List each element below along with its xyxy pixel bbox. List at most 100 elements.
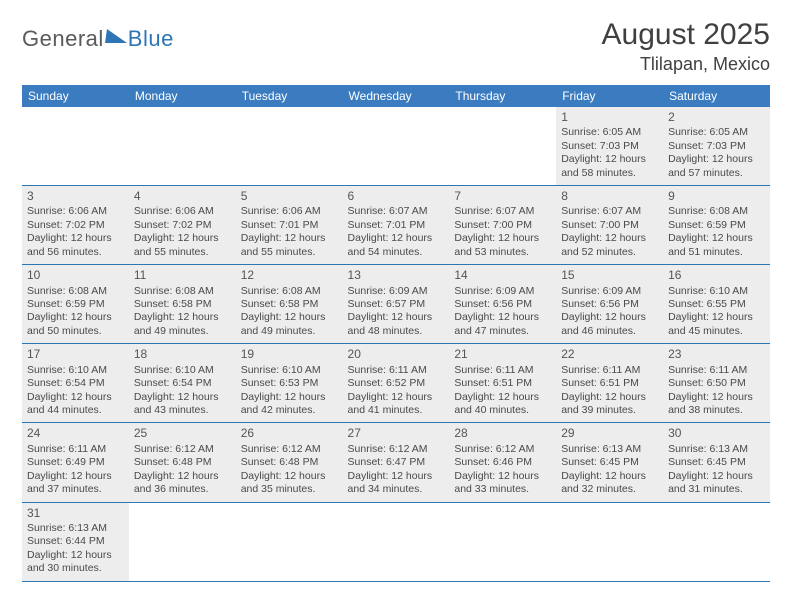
calendar-cell-empty	[449, 107, 556, 186]
month-title: August 2025	[602, 18, 770, 52]
daylight-line: Daylight: 12 hours and 35 minutes.	[241, 470, 338, 497]
calendar-cell: 6Sunrise: 6:07 AMSunset: 7:01 PMDaylight…	[343, 186, 450, 265]
calendar-cell: 11Sunrise: 6:08 AMSunset: 6:58 PMDayligh…	[129, 265, 236, 344]
sunset-line: Sunset: 7:02 PM	[27, 219, 124, 232]
sunrise-line: Sunrise: 6:07 AM	[348, 205, 445, 218]
sunset-line: Sunset: 6:55 PM	[668, 298, 765, 311]
sunset-line: Sunset: 6:45 PM	[561, 456, 658, 469]
calendar-cell-empty	[343, 107, 450, 186]
calendar-cell-empty	[22, 107, 129, 186]
day-number: 15	[561, 268, 658, 283]
sunrise-line: Sunrise: 6:09 AM	[348, 285, 445, 298]
sunset-line: Sunset: 6:51 PM	[454, 377, 551, 390]
calendar-cell: 19Sunrise: 6:10 AMSunset: 6:53 PMDayligh…	[236, 344, 343, 423]
calendar-week-row: 10Sunrise: 6:08 AMSunset: 6:59 PMDayligh…	[22, 265, 770, 344]
location: Tlilapan, Mexico	[602, 54, 770, 75]
daylight-line: Daylight: 12 hours and 33 minutes.	[454, 470, 551, 497]
calendar-cell: 9Sunrise: 6:08 AMSunset: 6:59 PMDaylight…	[663, 186, 770, 265]
calendar-cell: 31Sunrise: 6:13 AMSunset: 6:44 PMDayligh…	[22, 502, 129, 581]
calendar-cell: 1Sunrise: 6:05 AMSunset: 7:03 PMDaylight…	[556, 107, 663, 186]
sunset-line: Sunset: 6:56 PM	[454, 298, 551, 311]
calendar-cell: 15Sunrise: 6:09 AMSunset: 6:56 PMDayligh…	[556, 265, 663, 344]
daylight-line: Daylight: 12 hours and 51 minutes.	[668, 232, 765, 259]
daylight-line: Daylight: 12 hours and 36 minutes.	[134, 470, 231, 497]
daylight-line: Daylight: 12 hours and 49 minutes.	[134, 311, 231, 338]
calendar-week-row: 17Sunrise: 6:10 AMSunset: 6:54 PMDayligh…	[22, 344, 770, 423]
calendar-cell-empty	[236, 107, 343, 186]
sunset-line: Sunset: 7:00 PM	[561, 219, 658, 232]
day-number: 18	[134, 347, 231, 362]
daylight-line: Daylight: 12 hours and 41 minutes.	[348, 391, 445, 418]
day-number: 26	[241, 426, 338, 441]
daylight-line: Daylight: 12 hours and 56 minutes.	[27, 232, 124, 259]
daylight-line: Daylight: 12 hours and 43 minutes.	[134, 391, 231, 418]
sunset-line: Sunset: 6:57 PM	[348, 298, 445, 311]
calendar-week-row: 3Sunrise: 6:06 AMSunset: 7:02 PMDaylight…	[22, 186, 770, 265]
sunset-line: Sunset: 6:49 PM	[27, 456, 124, 469]
calendar-cell: 4Sunrise: 6:06 AMSunset: 7:02 PMDaylight…	[129, 186, 236, 265]
calendar-cell: 29Sunrise: 6:13 AMSunset: 6:45 PMDayligh…	[556, 423, 663, 502]
daylight-line: Daylight: 12 hours and 40 minutes.	[454, 391, 551, 418]
daylight-line: Daylight: 12 hours and 55 minutes.	[134, 232, 231, 259]
day-number: 21	[454, 347, 551, 362]
sunrise-line: Sunrise: 6:13 AM	[668, 443, 765, 456]
sunrise-line: Sunrise: 6:08 AM	[241, 285, 338, 298]
weekday-header: Sunday	[22, 85, 129, 107]
calendar-cell: 8Sunrise: 6:07 AMSunset: 7:00 PMDaylight…	[556, 186, 663, 265]
day-number: 23	[668, 347, 765, 362]
calendar-week-row: 31Sunrise: 6:13 AMSunset: 6:44 PMDayligh…	[22, 502, 770, 581]
daylight-line: Daylight: 12 hours and 37 minutes.	[27, 470, 124, 497]
sunset-line: Sunset: 6:59 PM	[668, 219, 765, 232]
calendar-cell: 5Sunrise: 6:06 AMSunset: 7:01 PMDaylight…	[236, 186, 343, 265]
daylight-line: Daylight: 12 hours and 32 minutes.	[561, 470, 658, 497]
sunrise-line: Sunrise: 6:06 AM	[134, 205, 231, 218]
daylight-line: Daylight: 12 hours and 38 minutes.	[668, 391, 765, 418]
calendar-week-row: 1Sunrise: 6:05 AMSunset: 7:03 PMDaylight…	[22, 107, 770, 186]
sunset-line: Sunset: 6:54 PM	[134, 377, 231, 390]
sunset-line: Sunset: 6:44 PM	[27, 535, 124, 548]
calendar-cell: 22Sunrise: 6:11 AMSunset: 6:51 PMDayligh…	[556, 344, 663, 423]
day-number: 13	[348, 268, 445, 283]
sunrise-line: Sunrise: 6:12 AM	[241, 443, 338, 456]
sunrise-line: Sunrise: 6:12 AM	[348, 443, 445, 456]
sunset-line: Sunset: 7:01 PM	[348, 219, 445, 232]
sunrise-line: Sunrise: 6:12 AM	[454, 443, 551, 456]
day-number: 17	[27, 347, 124, 362]
sunrise-line: Sunrise: 6:08 AM	[27, 285, 124, 298]
sunset-line: Sunset: 6:46 PM	[454, 456, 551, 469]
daylight-line: Daylight: 12 hours and 44 minutes.	[27, 391, 124, 418]
sunrise-line: Sunrise: 6:12 AM	[134, 443, 231, 456]
daylight-line: Daylight: 12 hours and 47 minutes.	[454, 311, 551, 338]
sunrise-line: Sunrise: 6:11 AM	[454, 364, 551, 377]
title-block: August 2025 Tlilapan, Mexico	[602, 18, 770, 75]
sunrise-line: Sunrise: 6:06 AM	[27, 205, 124, 218]
sunset-line: Sunset: 6:53 PM	[241, 377, 338, 390]
sunrise-line: Sunrise: 6:11 AM	[27, 443, 124, 456]
day-number: 3	[27, 189, 124, 204]
daylight-line: Daylight: 12 hours and 52 minutes.	[561, 232, 658, 259]
day-number: 27	[348, 426, 445, 441]
daylight-line: Daylight: 12 hours and 34 minutes.	[348, 470, 445, 497]
sunrise-line: Sunrise: 6:07 AM	[561, 205, 658, 218]
day-number: 31	[27, 506, 124, 521]
calendar-table: SundayMondayTuesdayWednesdayThursdayFrid…	[22, 85, 770, 582]
sunset-line: Sunset: 6:50 PM	[668, 377, 765, 390]
calendar-cell: 30Sunrise: 6:13 AMSunset: 6:45 PMDayligh…	[663, 423, 770, 502]
header: General Blue August 2025 Tlilapan, Mexic…	[22, 18, 770, 75]
calendar-cell: 12Sunrise: 6:08 AMSunset: 6:58 PMDayligh…	[236, 265, 343, 344]
sunset-line: Sunset: 7:00 PM	[454, 219, 551, 232]
calendar-cell-empty	[663, 502, 770, 581]
sunset-line: Sunset: 7:01 PM	[241, 219, 338, 232]
sunset-line: Sunset: 7:02 PM	[134, 219, 231, 232]
calendar-cell: 27Sunrise: 6:12 AMSunset: 6:47 PMDayligh…	[343, 423, 450, 502]
sunset-line: Sunset: 6:51 PM	[561, 377, 658, 390]
calendar-cell-empty	[236, 502, 343, 581]
sunset-line: Sunset: 6:54 PM	[27, 377, 124, 390]
daylight-line: Daylight: 12 hours and 53 minutes.	[454, 232, 551, 259]
weekday-header: Monday	[129, 85, 236, 107]
daylight-line: Daylight: 12 hours and 46 minutes.	[561, 311, 658, 338]
calendar-cell: 16Sunrise: 6:10 AMSunset: 6:55 PMDayligh…	[663, 265, 770, 344]
sunset-line: Sunset: 6:56 PM	[561, 298, 658, 311]
sunrise-line: Sunrise: 6:11 AM	[561, 364, 658, 377]
calendar-cell: 2Sunrise: 6:05 AMSunset: 7:03 PMDaylight…	[663, 107, 770, 186]
